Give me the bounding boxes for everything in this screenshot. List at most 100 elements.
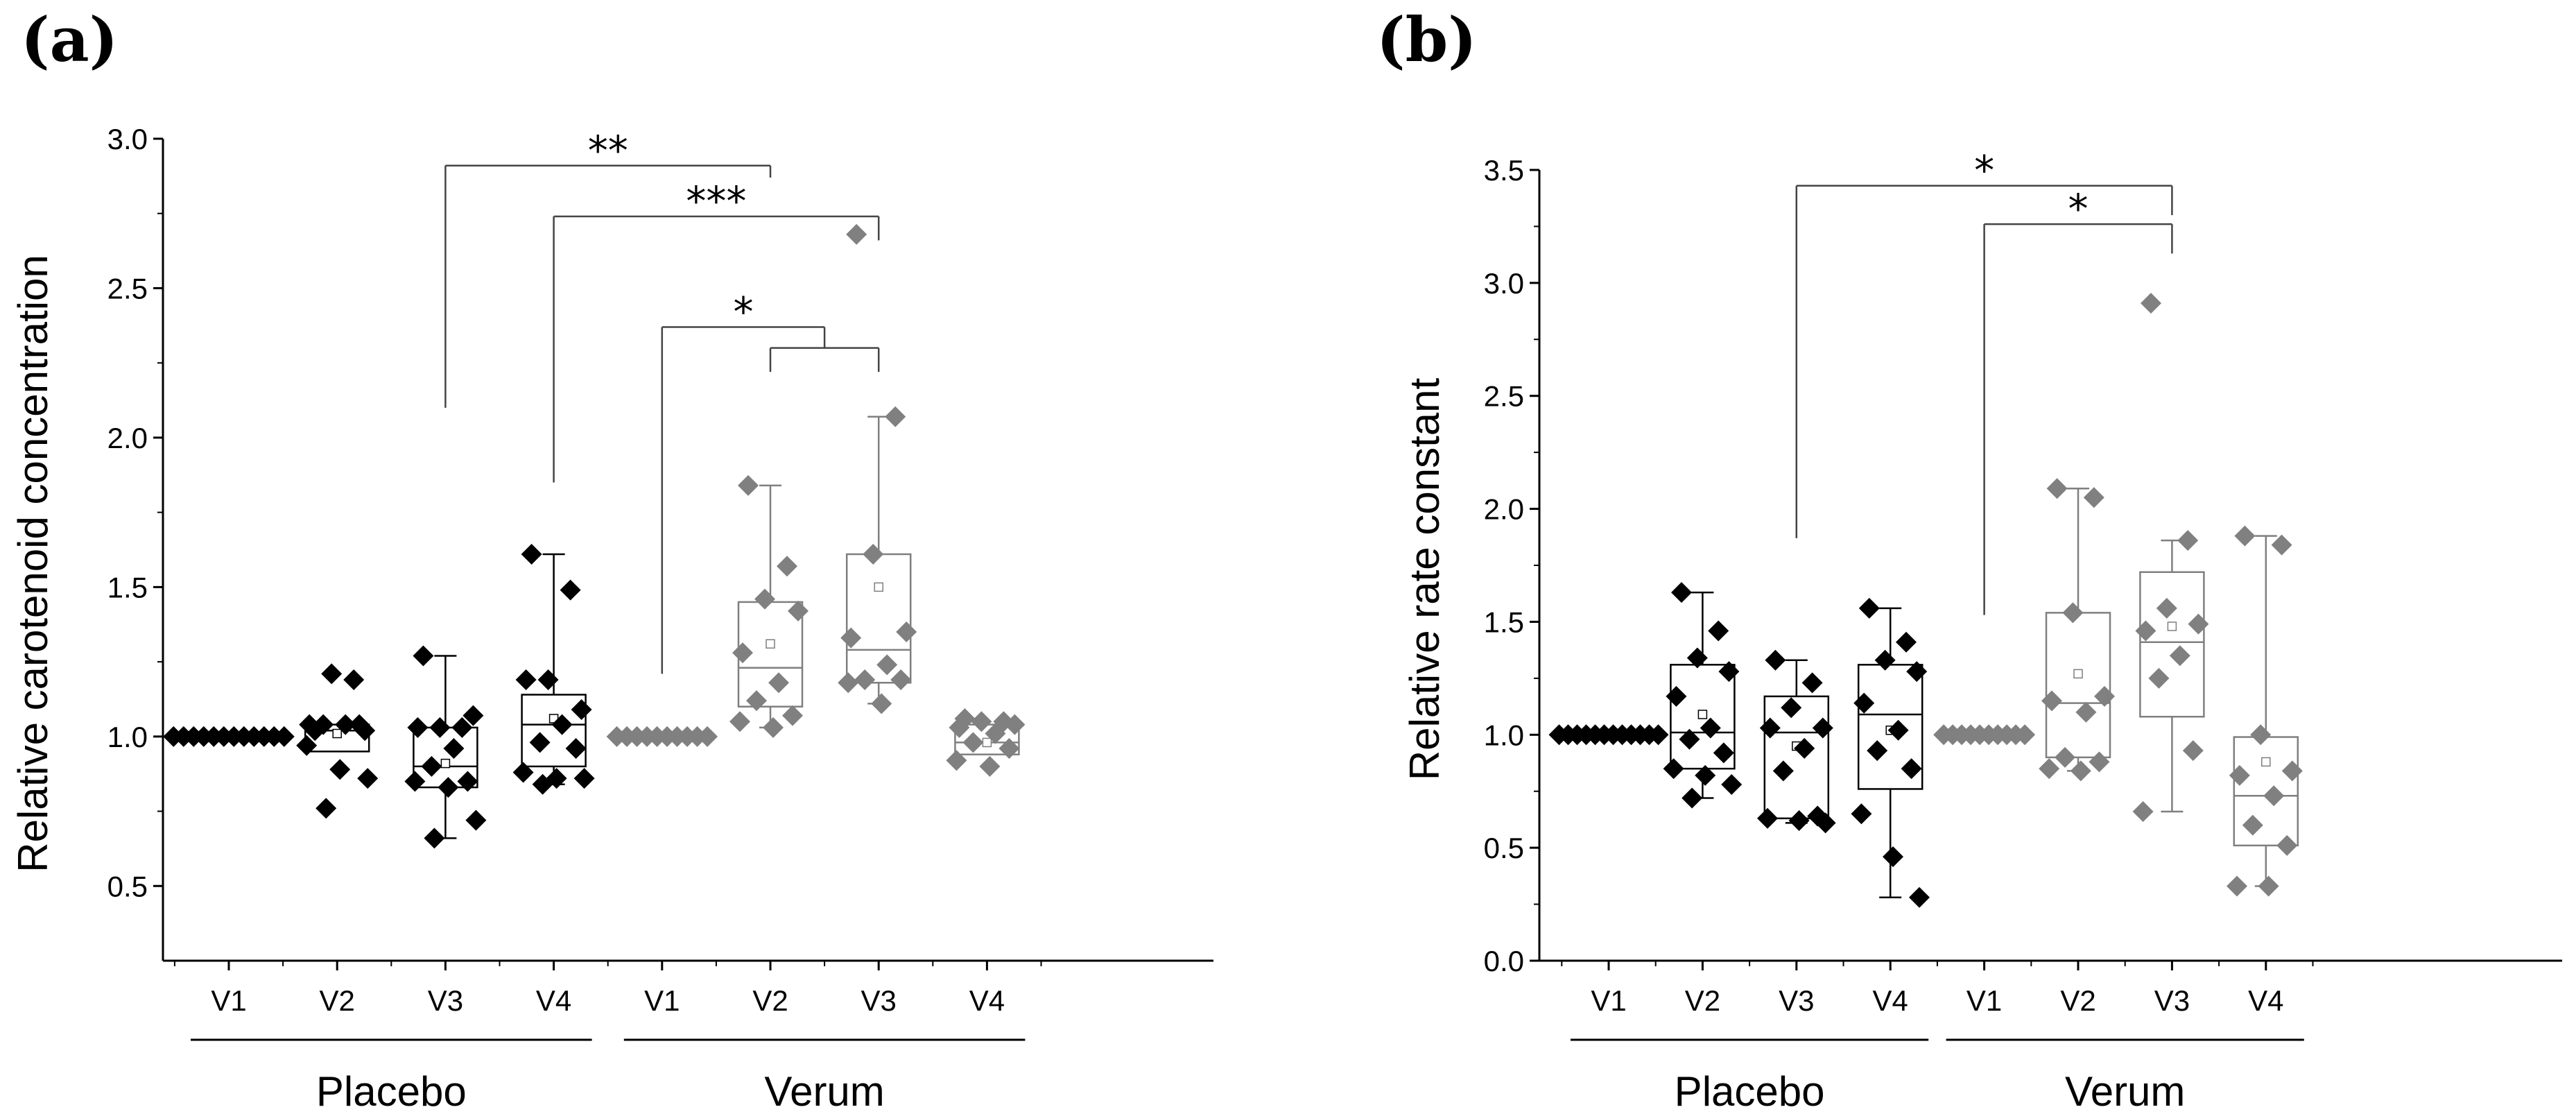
series-placebo-v2 — [1663, 582, 1743, 809]
data-point — [1686, 647, 1708, 669]
data-point — [329, 759, 351, 780]
y-tick-label: 0.5 — [1484, 832, 1524, 864]
data-point — [1648, 724, 1669, 746]
data-point — [697, 726, 718, 747]
data-point — [357, 768, 379, 789]
y-tick-label: 2.5 — [1484, 380, 1524, 413]
data-point — [2039, 758, 2060, 780]
x-tick-label: V1 — [1966, 984, 2002, 1017]
data-point — [746, 690, 767, 712]
data-point — [2135, 620, 2156, 642]
group-label-verum: Verum — [764, 1068, 884, 1114]
data-point — [1896, 631, 1917, 653]
series-verum-v1 — [1933, 724, 2036, 746]
data-point — [1759, 717, 1781, 739]
data-point — [885, 406, 906, 427]
data-point — [2014, 724, 2036, 746]
data-point — [560, 579, 581, 601]
series-placebo-v3 — [1757, 649, 1836, 834]
y-tick-label: 0.5 — [107, 870, 148, 902]
data-point — [438, 777, 459, 798]
data-point — [962, 732, 984, 753]
data-point — [2041, 690, 2062, 712]
data-point — [871, 693, 892, 714]
data-point — [407, 717, 429, 738]
data-point — [2177, 530, 2199, 551]
data-point — [838, 672, 859, 694]
data-point — [1794, 737, 1815, 759]
x-tick-label: V1 — [1591, 984, 1626, 1017]
significance-bracket: * — [661, 289, 880, 674]
data-point — [421, 755, 442, 777]
series-placebo-v4 — [1851, 597, 1930, 908]
data-point — [321, 663, 343, 685]
x-tick-label: V4 — [2248, 984, 2283, 1017]
series-placebo-v1 — [1548, 724, 1669, 746]
x-tick-label: V4 — [969, 984, 1005, 1017]
data-point — [1700, 717, 1721, 739]
x-tick-label: V3 — [428, 984, 463, 1017]
data-point — [1666, 685, 1687, 707]
data-point — [2229, 764, 2250, 786]
y-tick-label: 2.0 — [1484, 493, 1524, 526]
data-point — [1695, 764, 1716, 786]
mean-marker — [874, 582, 883, 592]
x-tick-label: V1 — [644, 984, 680, 1017]
data-point — [313, 714, 334, 735]
box — [1763, 695, 1830, 820]
data-point — [2070, 760, 2091, 782]
y-tick-label: 1.5 — [107, 571, 148, 603]
group-label-placebo: Placebo — [316, 1068, 467, 1114]
significance-bracket: *** — [553, 178, 880, 483]
data-point — [2141, 293, 2161, 314]
data-point — [299, 714, 320, 735]
data-point — [521, 543, 542, 565]
data-point — [571, 699, 592, 721]
significance-bracket: * — [1795, 147, 2173, 538]
data-point — [782, 705, 803, 726]
data-point — [465, 809, 487, 831]
panel-label: (b) — [1376, 3, 1477, 76]
data-point — [515, 669, 537, 690]
series-placebo-v1 — [163, 726, 295, 747]
data-point — [1765, 649, 1786, 671]
y-tick-label: 3.0 — [107, 123, 148, 155]
data-point — [2148, 667, 2170, 689]
box — [2233, 736, 2299, 847]
data-point — [876, 654, 898, 676]
data-point — [1772, 760, 1794, 782]
data-point — [2227, 875, 2247, 897]
significance-bracket: * — [1983, 185, 2173, 615]
series-placebo-v3 — [404, 645, 487, 849]
data-point — [451, 717, 473, 738]
data-point — [1801, 672, 1823, 694]
x-tick-label: V2 — [1685, 984, 1720, 1017]
data-point — [2169, 645, 2190, 667]
data-point — [985, 723, 1006, 744]
data-point — [1906, 661, 1928, 683]
chart-panel-b: (b) Relative rate constant 0.0 0.5 1.0 1.5 2.0… — [1376, 3, 2562, 1114]
data-point — [2089, 751, 2110, 773]
box — [2045, 612, 2111, 759]
series-placebo-v4 — [512, 543, 595, 795]
data-point — [768, 672, 789, 694]
series-verum-v3 — [838, 223, 917, 714]
y-tick-label: 1.5 — [1484, 606, 1524, 638]
data-point — [349, 714, 370, 735]
data-point — [738, 474, 759, 496]
data-point — [273, 726, 295, 747]
data-point — [1757, 807, 1778, 829]
mean-marker — [2167, 622, 2177, 631]
x-tick-label: V3 — [1779, 984, 1814, 1017]
box — [2139, 571, 2205, 718]
data-point — [896, 622, 917, 642]
data-point — [1721, 773, 1743, 795]
mean-marker — [2073, 669, 2083, 679]
data-point — [1718, 661, 1740, 683]
data-point — [763, 717, 784, 738]
data-point — [2281, 760, 2303, 782]
data-point — [537, 669, 559, 690]
data-point — [1815, 812, 1836, 834]
data-point — [2258, 875, 2279, 897]
